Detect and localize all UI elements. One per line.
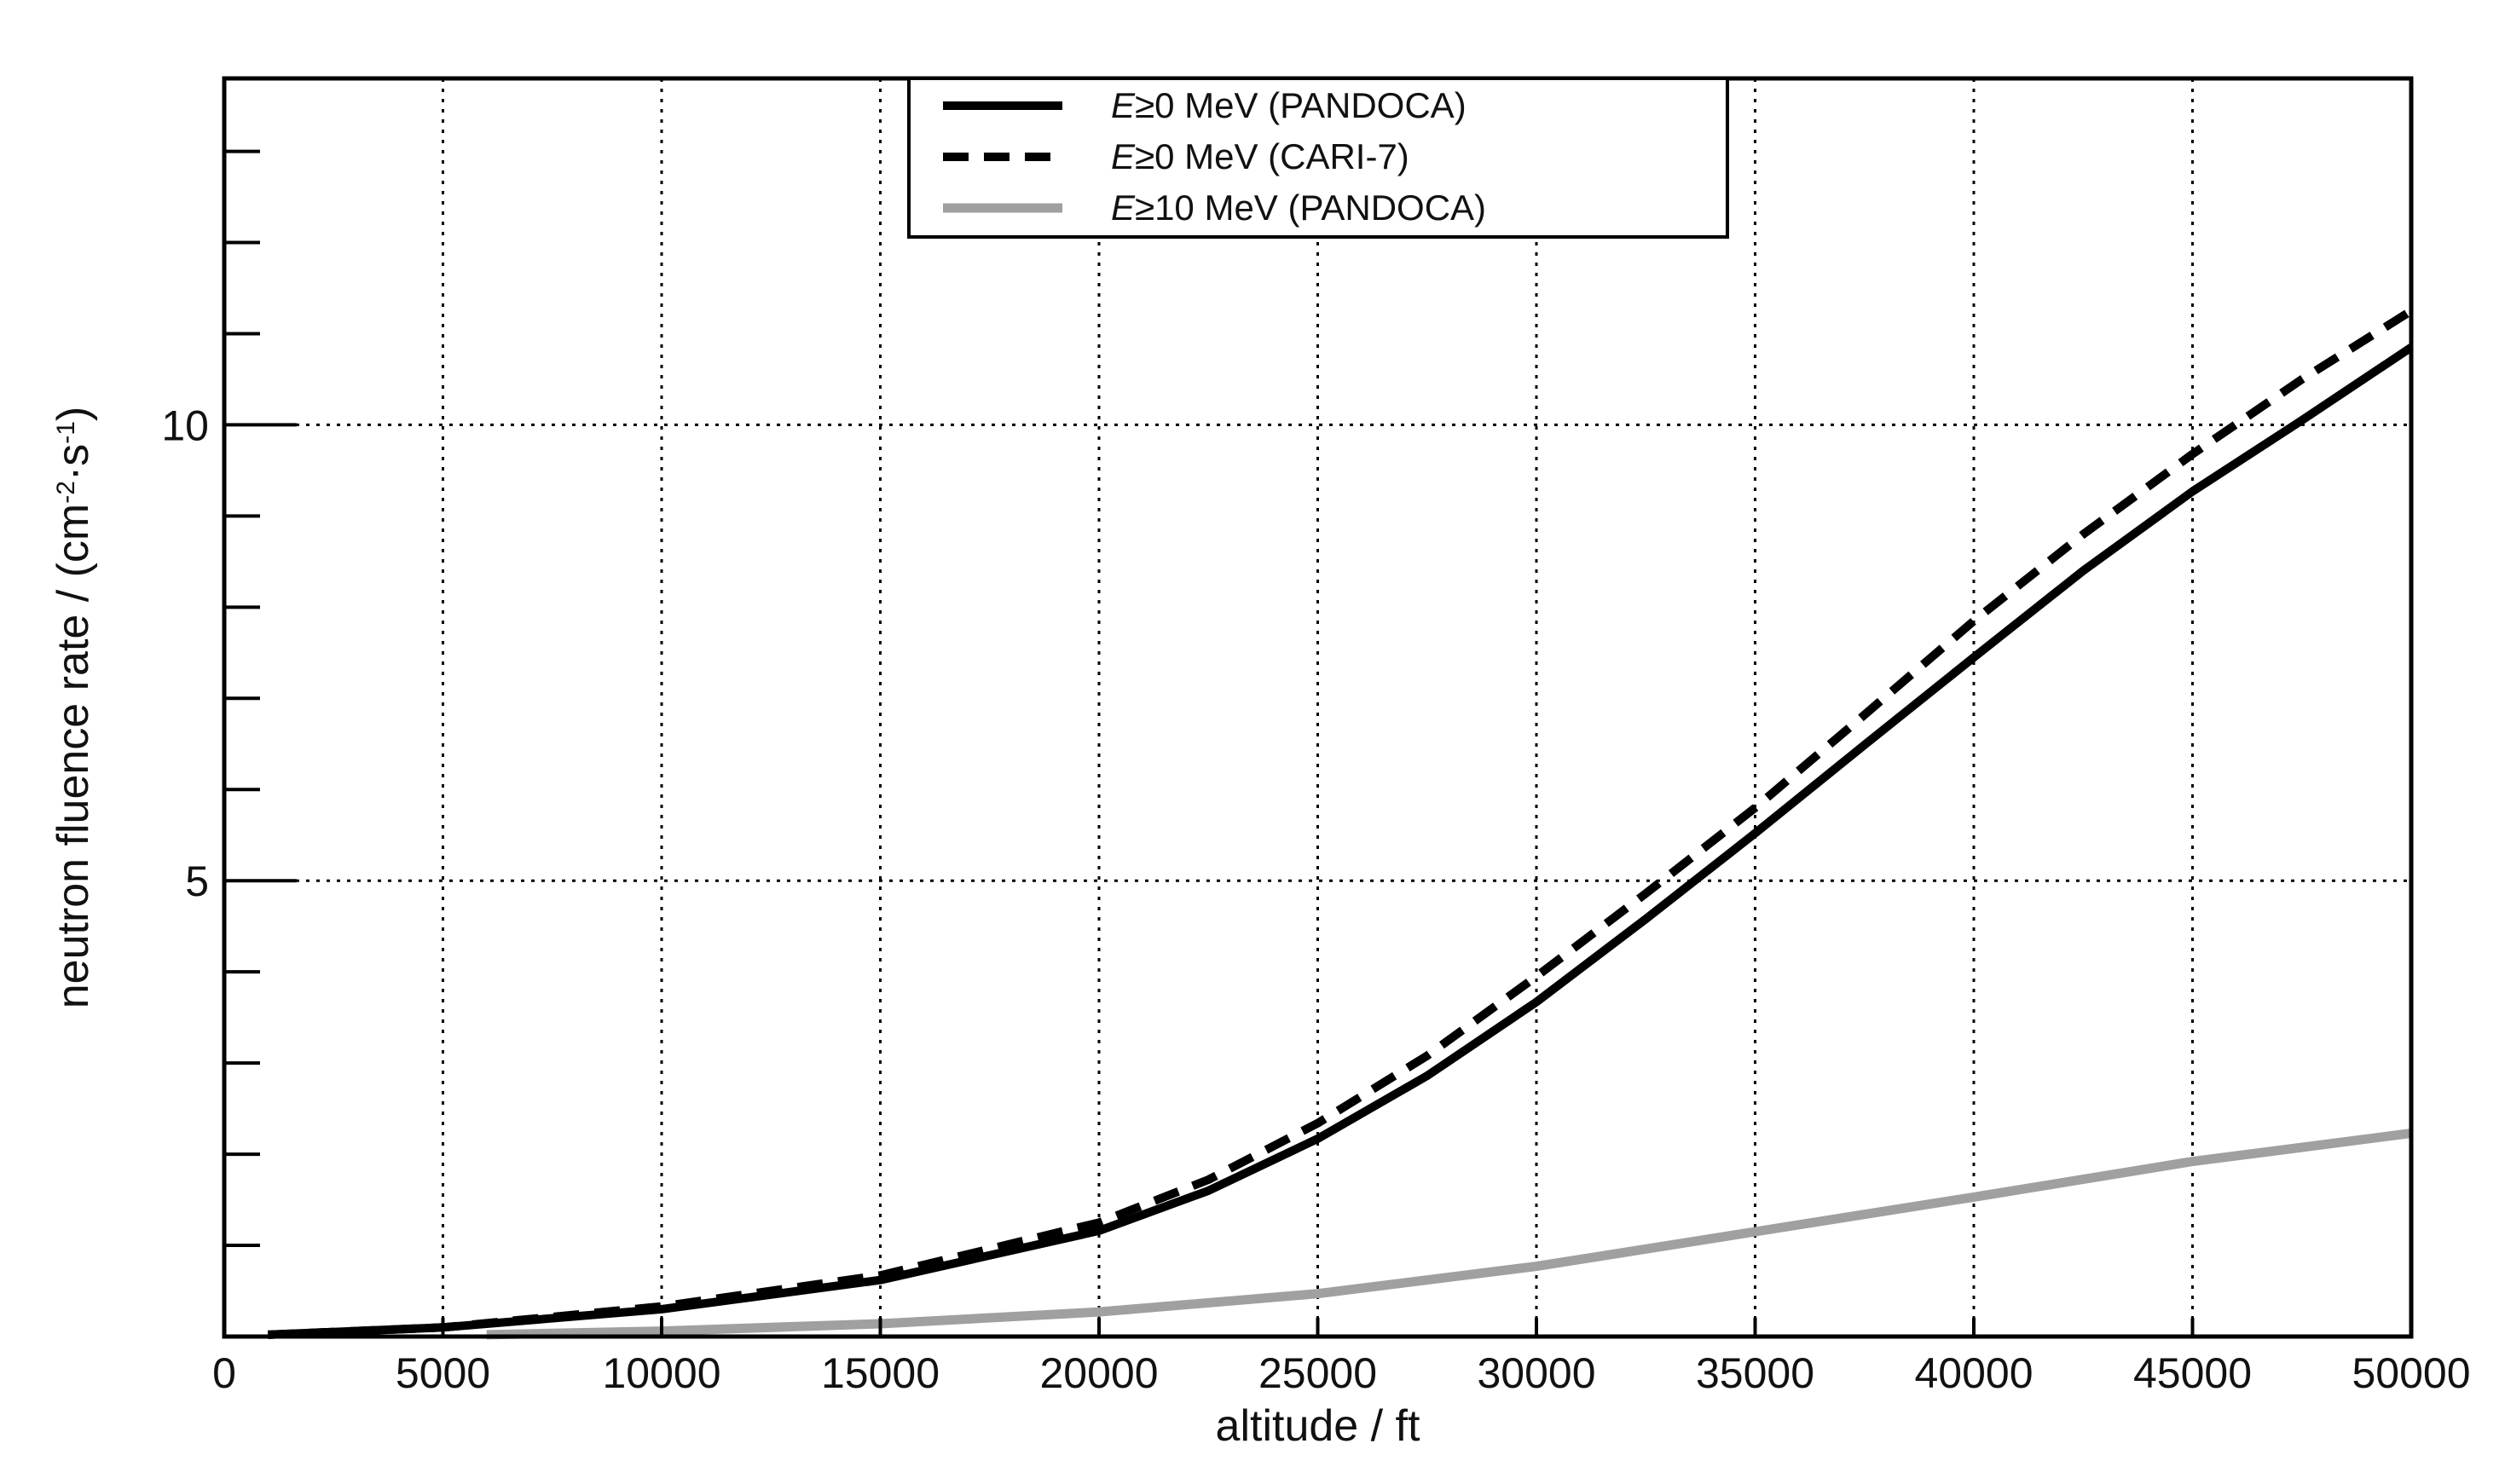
legend-label-pandoca-all: E≥0 MeV (PANDOCA) bbox=[1111, 85, 1467, 125]
x-tick-label: 0 bbox=[212, 1349, 236, 1397]
y-axis-title-part1: neutron fluence rate / (cm bbox=[49, 504, 98, 1009]
y-tick-label: 10 bbox=[161, 401, 209, 449]
x-tick-label: 50000 bbox=[2352, 1349, 2470, 1397]
series-line-cari7 bbox=[268, 307, 2414, 1339]
y-axis-title-part3: ) bbox=[49, 407, 98, 421]
y-tick-label: 5 bbox=[185, 857, 209, 905]
y-axis-title-sup2: -1 bbox=[52, 421, 80, 444]
legend-label-cari7: E≥0 MeV (CARI-7) bbox=[1111, 136, 1409, 176]
x-tick-label: 30000 bbox=[1477, 1349, 1595, 1397]
legend-entry-pandoca-10mev: E≥10 MeV (PANDOCA) bbox=[943, 188, 1486, 228]
y-axis-title-part2: ·s bbox=[49, 444, 98, 481]
y-axis-title: neutron fluence rate / (cm-2·s-1) bbox=[49, 407, 98, 1009]
legend-entry-cari7: E≥0 MeV (CARI-7) bbox=[943, 136, 1409, 176]
x-tick-labels: 0 5000 10000 15000 20000 25000 30000 35000 40000… bbox=[212, 1349, 2470, 1397]
x-tick-label: 45000 bbox=[2133, 1349, 2252, 1397]
y-tick-labels: 5 10 bbox=[161, 401, 209, 905]
x-axis-title: altitude / ft bbox=[1216, 1401, 1420, 1451]
x-tick-label: 15000 bbox=[821, 1349, 940, 1397]
legend-entry-pandoca-all: E≥0 MeV (PANDOCA) bbox=[943, 85, 1467, 125]
x-tick-label: 20000 bbox=[1039, 1349, 1158, 1397]
series-group bbox=[268, 307, 2414, 1340]
legend-label-pandoca-10mev: E≥10 MeV (PANDOCA) bbox=[1111, 188, 1486, 228]
x-tick-label: 10000 bbox=[602, 1349, 720, 1397]
x-tick-label: 25000 bbox=[1258, 1349, 1377, 1397]
grid bbox=[224, 78, 2411, 1337]
x-tick-label: 40000 bbox=[1914, 1349, 2033, 1397]
series-line-pandoca-10mev bbox=[486, 1129, 2412, 1340]
y-axis-title-sup1: -2 bbox=[52, 481, 80, 504]
legend: E≥0 MeV (PANDOCA) E≥0 MeV (CARI-7) E≥10 … bbox=[907, 77, 1729, 239]
x-tick-label: 35000 bbox=[1696, 1349, 1814, 1397]
ticks bbox=[223, 149, 2413, 1337]
x-tick-label: 5000 bbox=[396, 1349, 490, 1397]
